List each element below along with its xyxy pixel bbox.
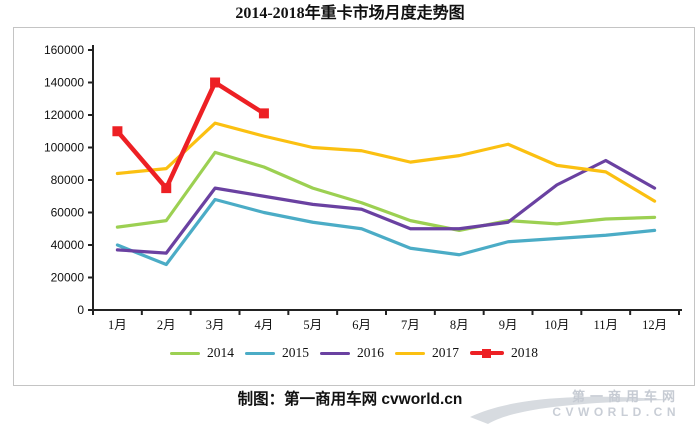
- x-axis-tick-label: 2月: [157, 318, 176, 332]
- legend-item-2017: 2017: [395, 345, 459, 361]
- series-line-2015: [115, 197, 657, 267]
- series-2018-marker: [258, 108, 269, 119]
- legend-label-2015: 2015: [282, 345, 309, 360]
- chart-canvas: 0 20000 40000 60000 80000 100000 120000 140000 1…: [44, 43, 682, 332]
- legend-swatch-2016: [320, 351, 350, 355]
- series-2018-marker: [112, 126, 123, 137]
- y-axis-tick-label: 20000: [51, 271, 85, 285]
- series-2018-marker: [161, 183, 172, 194]
- y-axis-tick-label: 140000: [44, 76, 84, 90]
- x-axis-tick-label: 5月: [303, 318, 322, 332]
- caption: 制图：第一商用车网 cvworld.cn: [237, 391, 463, 408]
- legend-label-2014: 2014: [207, 345, 234, 360]
- y-axis-tick-label: 160000: [44, 43, 84, 57]
- page-title: 2014-2018年重卡市场月度走势图: [235, 5, 465, 22]
- x-axis-tick-label: 9月: [499, 318, 518, 332]
- y-axis-tick-label: 120000: [44, 108, 84, 122]
- watermark-line1: 第一商用车网: [571, 389, 680, 404]
- y-axis-tick-label: 40000: [51, 238, 85, 252]
- legend-swatch-2014: [170, 351, 200, 355]
- x-axis-tick-label: 12月: [642, 318, 667, 332]
- legend-marker-2018: [482, 348, 491, 358]
- legend-item-2014: 2014: [170, 345, 234, 361]
- legend-label-2018: 2018: [511, 345, 538, 360]
- x-axis-tick-label: 4月: [255, 318, 274, 332]
- y-axis-tick-label: 0: [77, 303, 84, 317]
- series-2018-marker: [210, 77, 221, 88]
- legend-item-2015: 2015: [245, 345, 309, 361]
- y-axis-tick-label: 60000: [51, 206, 85, 220]
- x-axis-tick-label: 10月: [544, 318, 569, 332]
- x-axis-tick-label: 8月: [450, 318, 469, 332]
- x-axis-tick-label: 3月: [206, 318, 225, 332]
- y-axis-tick-label: 80000: [51, 173, 85, 187]
- x-axis-tick-label: 1月: [108, 318, 127, 332]
- x-axis-tick-label: 7月: [401, 318, 420, 332]
- watermark-swoosh-icon: [470, 396, 672, 424]
- legend-label-2016: 2016: [357, 345, 384, 360]
- x-axis-tick-label: 6月: [352, 318, 371, 332]
- y-axis-tick-label: 100000: [44, 141, 84, 155]
- series-line-2016: [115, 158, 657, 255]
- chart-legend: 2014 2015 2016 2017 2018: [14, 345, 694, 361]
- legend-swatch-2017: [395, 351, 425, 355]
- legend-label-2017: 2017: [432, 345, 459, 360]
- series-line-2014: [115, 150, 657, 232]
- x-axis-tick-label: 11月: [593, 318, 618, 332]
- legend-swatch-2015: [245, 351, 275, 355]
- series-line-2017: [115, 121, 657, 203]
- legend-item-2016: 2016: [320, 345, 384, 361]
- chart-frame: 0 20000 40000 60000 80000 100000 120000 140000 1…: [13, 27, 695, 424]
- series-line-2018: [115, 80, 267, 191]
- legend-swatch-2018: [470, 348, 504, 358]
- legend-item-2018: 2018: [470, 345, 538, 361]
